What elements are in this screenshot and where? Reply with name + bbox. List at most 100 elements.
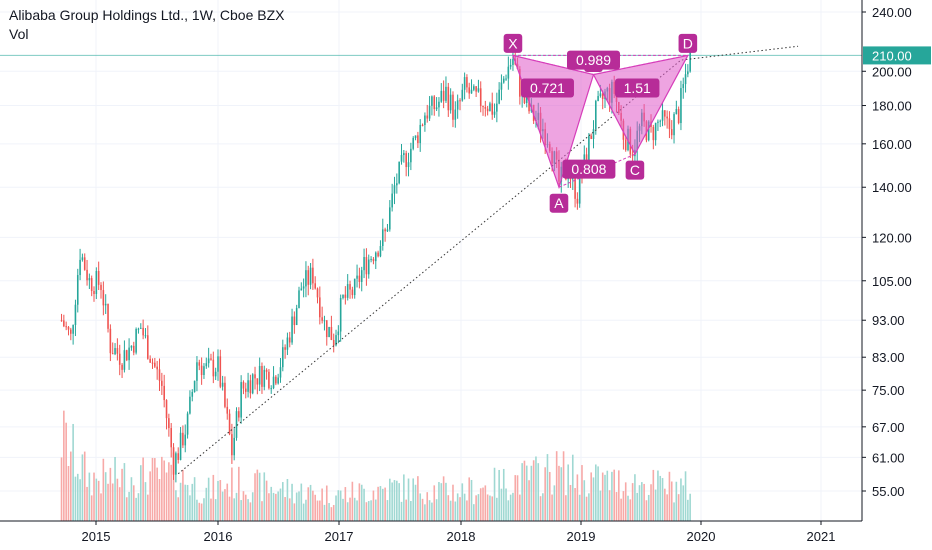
volume-bar: [412, 478, 415, 521]
candle-body: [449, 94, 452, 111]
volume-bar: [277, 491, 279, 521]
volume-bar: [675, 481, 678, 521]
volume-bar: [130, 477, 133, 521]
volume-bar: [599, 490, 602, 521]
candle-body: [270, 388, 273, 390]
candle-body: [597, 96, 599, 102]
candle-body: [574, 173, 576, 199]
volume-bar: [247, 499, 249, 521]
candle-body: [435, 107, 438, 110]
pattern-ratio-label: 0.721: [530, 80, 565, 96]
volume-bar: [161, 456, 163, 521]
candle-body: [132, 345, 135, 353]
candle-body: [459, 100, 461, 102]
volume-bar: [578, 494, 581, 521]
volume-bar: [461, 483, 464, 521]
volume-bar: [79, 479, 81, 521]
candle-body: [214, 371, 217, 377]
volume-bar: [528, 480, 530, 521]
candle-body: [319, 297, 321, 318]
candle-body: [321, 317, 323, 321]
candle-body: [403, 153, 405, 156]
candle-body: [682, 84, 685, 89]
volume-bar: [309, 484, 312, 521]
candle-body: [196, 362, 198, 381]
volume-bar: [346, 502, 349, 521]
volume-bar: [682, 485, 685, 521]
volume-bar: [123, 463, 126, 521]
volume-bar: [379, 486, 382, 521]
candle-body: [659, 120, 662, 122]
candle-body: [461, 89, 464, 101]
volume-bar: [372, 490, 375, 521]
candle-body: [330, 326, 333, 340]
pattern-ratio-label-box: [520, 78, 574, 98]
candle-body: [163, 385, 165, 401]
volume-bar: [367, 501, 370, 521]
candle-body: [60, 320, 63, 322]
candle-body: [419, 124, 422, 144]
volume-bar: [407, 478, 410, 521]
volume-bar: [377, 486, 379, 521]
volume-bar: [179, 482, 182, 521]
volume-bar: [65, 422, 67, 521]
volume-bar: [431, 502, 433, 521]
candle-body: [525, 96, 528, 103]
volume-bar: [104, 472, 107, 521]
candle-body: [592, 129, 595, 139]
volume-bar: [645, 500, 648, 521]
volume-bar: [102, 458, 105, 521]
volume-bar: [332, 504, 335, 521]
candle-body: [657, 121, 659, 123]
candle-body: [139, 327, 142, 329]
candle-body: [489, 103, 491, 112]
volume-bar: [191, 483, 194, 521]
candle-body: [578, 174, 581, 204]
volume-bar: [535, 456, 537, 521]
volume-bar: [553, 485, 556, 521]
candle-body: [305, 270, 307, 287]
candle-body: [256, 378, 259, 385]
y-tick-label: 240.00: [872, 5, 912, 20]
pattern-point-c: C: [630, 162, 640, 178]
volume-bar: [97, 480, 100, 521]
volume-bar: [486, 494, 489, 521]
volume-bar: [389, 478, 391, 521]
volume-bar: [60, 457, 63, 521]
candle-body: [70, 329, 72, 334]
candlesticks: [60, 41, 691, 483]
candle-body: [349, 284, 351, 290]
candle-body: [426, 115, 429, 119]
volume-bar: [689, 493, 691, 521]
candle-body: [687, 71, 689, 75]
volume-bar: [417, 476, 419, 521]
candle-body: [107, 303, 109, 329]
volume-bar: [631, 483, 634, 521]
volume-bar: [393, 480, 396, 521]
volume-bar: [137, 493, 140, 521]
candle-body: [342, 294, 344, 298]
volume-bar: [258, 472, 261, 521]
volume-bar: [445, 482, 447, 521]
volume-bar: [205, 487, 208, 521]
candle-body: [242, 382, 245, 389]
candle-body: [463, 77, 466, 90]
pattern-point-x: X: [508, 35, 518, 51]
candle-body: [393, 185, 396, 194]
candle-body: [179, 432, 182, 460]
x-tick-label: 2016: [204, 529, 233, 544]
candle-body: [374, 252, 377, 262]
candle-body: [104, 303, 107, 306]
candle-body: [293, 316, 296, 326]
volume-bar: [622, 491, 625, 521]
volume-bar: [684, 471, 687, 521]
candle-body: [670, 129, 673, 136]
candle-body: [323, 320, 326, 322]
volume-bar: [210, 498, 212, 521]
volume-bar: [83, 451, 86, 521]
volume-bar: [170, 464, 173, 521]
candle-body: [507, 66, 510, 79]
candle-body: [76, 275, 79, 305]
candle-body: [381, 229, 384, 247]
